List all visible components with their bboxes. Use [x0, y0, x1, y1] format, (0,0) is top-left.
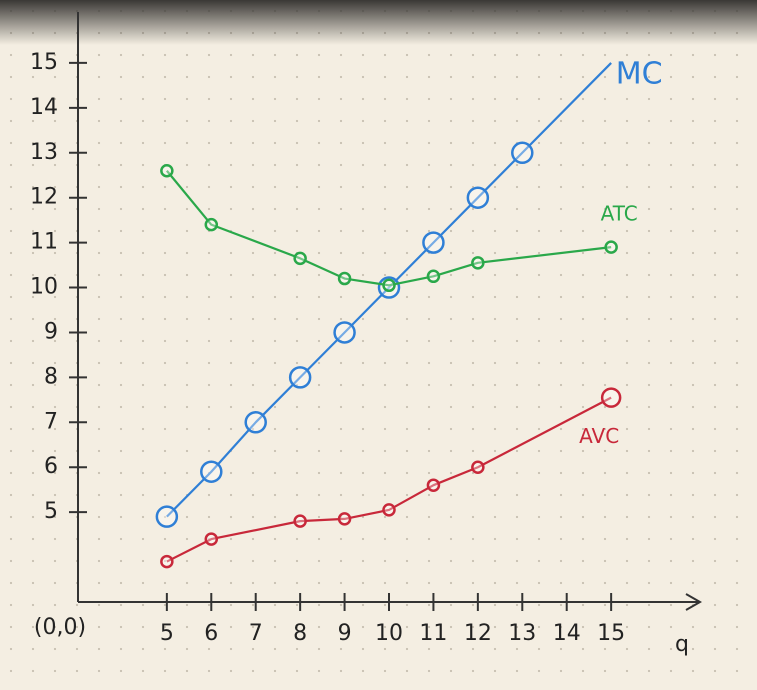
y-tick-label: 11 — [30, 230, 58, 255]
y-tick-label: 13 — [30, 140, 58, 165]
y-tick-label: 14 — [30, 95, 58, 120]
series-line — [166, 396, 612, 563]
x-tick-label: 11 — [419, 621, 447, 646]
point — [466, 186, 490, 209]
y-tick-label: 8 — [44, 364, 58, 389]
x-tick-label: 6 — [204, 621, 218, 646]
point — [426, 269, 441, 284]
y-tick-label: 12 — [30, 185, 58, 210]
series-label: ATC — [601, 202, 638, 226]
x-axis-label: q — [675, 632, 689, 657]
x-tick-label: 8 — [293, 621, 307, 646]
point — [337, 512, 352, 526]
x-tick-label: 13 — [508, 621, 536, 646]
point — [200, 460, 223, 483]
point — [333, 321, 356, 344]
point — [293, 251, 307, 266]
x-tick-label: 14 — [553, 621, 581, 646]
x-tick-label: 15 — [597, 621, 625, 646]
point — [600, 387, 622, 408]
y-tick-label: 10 — [30, 275, 58, 300]
x-arrow — [685, 593, 703, 611]
y-tick-label: 5 — [44, 499, 58, 524]
point — [422, 231, 445, 254]
x-tick-label: 5 — [160, 621, 174, 646]
y-tick-label: 9 — [44, 319, 58, 344]
x-tick-label: 7 — [249, 621, 263, 646]
series-label: AVC — [579, 424, 619, 448]
point — [604, 240, 618, 254]
point — [160, 554, 174, 569]
y-tick-label: 6 — [44, 454, 58, 479]
origin-label: (0,0) — [34, 615, 86, 640]
top-shade — [0, 0, 757, 45]
point — [160, 163, 174, 178]
point — [337, 271, 352, 286]
series-line — [166, 62, 612, 518]
x-tick-label: 9 — [338, 621, 352, 646]
series-label: MC — [616, 56, 663, 91]
point — [471, 256, 485, 270]
point — [288, 366, 312, 389]
x-tick-label: 10 — [375, 621, 403, 646]
point — [204, 217, 219, 232]
series-line — [166, 170, 612, 287]
x-tick-label: 12 — [464, 621, 492, 646]
point — [511, 141, 534, 165]
point — [382, 503, 396, 517]
point — [382, 278, 396, 293]
y-tick-label: 15 — [30, 50, 58, 75]
point — [293, 514, 307, 528]
y-tick-label: 7 — [44, 409, 58, 434]
point — [244, 411, 267, 434]
point — [471, 460, 485, 474]
point — [155, 505, 179, 528]
point — [426, 478, 441, 492]
point — [204, 532, 219, 546]
